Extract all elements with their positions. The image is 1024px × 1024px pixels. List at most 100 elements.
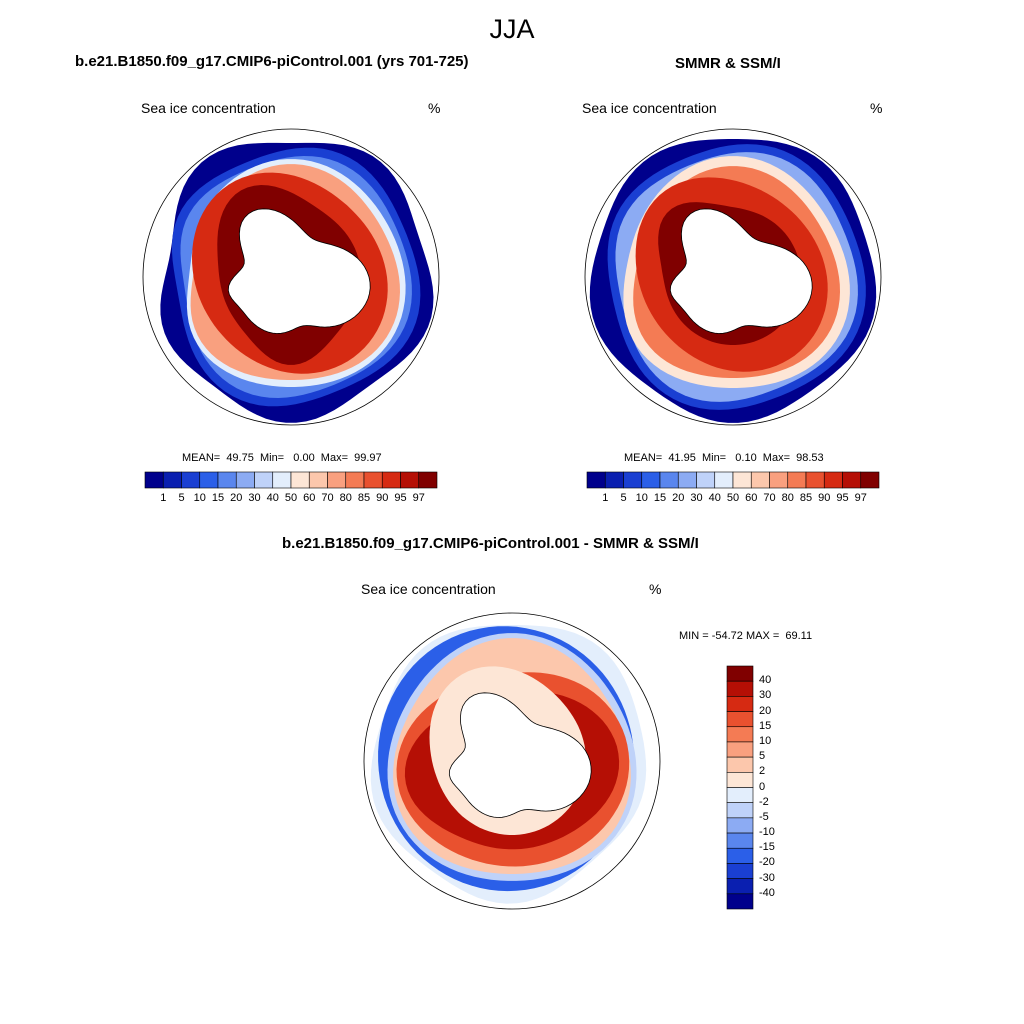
panel2-colorbar-box-1 (604, 471, 624, 489)
panel1-colorbar-tick-label: 40 (266, 492, 279, 504)
panel2-colorbar-box-3 (641, 471, 661, 489)
panel1-colorbar-box-12 (363, 471, 383, 489)
panel2-colorbar-tick-label: 70 (763, 492, 776, 504)
panel2-antarctica-coastline (669, 208, 813, 334)
panel1-field (160, 142, 434, 423)
panel3-colorbar-box-10 (726, 817, 754, 834)
panel3-field (370, 625, 647, 904)
panel2-variable-label: Sea ice concentration (582, 100, 717, 116)
panel1-colorbar-tick-label: 30 (248, 492, 261, 504)
panel2-colorbar-box-5 (677, 471, 697, 489)
panel3-colorbar-box-1 (726, 680, 754, 697)
panel3-colorbar-tick-label: 0 (759, 780, 766, 793)
panel3-colorbar-tick-label: 15 (759, 719, 772, 732)
panel3-colorbar-tick-label: -10 (759, 826, 775, 839)
panel2-colorbar-box-15 (860, 471, 880, 489)
panel2-colorbar-tick-label: 40 (708, 492, 721, 504)
panel2-field (589, 139, 877, 423)
panel3-colorbar-box-8 (726, 787, 754, 803)
panel3-colorbar-tick-label: 10 (759, 734, 772, 747)
panel1-colorbar-box-14 (400, 471, 420, 489)
panel3-variable-label: Sea ice concentration (361, 581, 496, 597)
panel1-colorbar-tick-label: 5 (178, 492, 185, 504)
panel3-colorbar-box-3 (726, 711, 754, 728)
panel1-units-label: % (428, 100, 441, 116)
panel1-colorbar-box-6 (254, 471, 274, 489)
panel2-colorbar-box-4 (659, 471, 679, 489)
season-title: JJA (489, 14, 535, 44)
panel3-colorbar-tick-label: -5 (759, 810, 769, 823)
panel3-colorbar-box-0 (726, 665, 754, 682)
panel2-colorbar-tick-label: 97 (854, 492, 867, 504)
panel3-colorbar-tick-label: 20 (759, 704, 772, 717)
panel3-colorbar-tick-label: 30 (759, 689, 772, 702)
panel3-colorbar-box-12 (726, 847, 754, 864)
panel1-colorbar-box-15 (418, 471, 438, 489)
panel1-colorbar-tick-label: 15 (211, 492, 225, 504)
panel3-units-label: % (649, 581, 662, 597)
panel2-colorbar-box-2 (623, 471, 643, 489)
panel3-colorbar-box-5 (726, 741, 754, 758)
panel1-colorbar-tick-label: 97 (412, 492, 425, 504)
panel2-colorbar-box-8 (732, 471, 752, 489)
panel1-variable-label: Sea ice concentration (141, 100, 276, 116)
panel2-colorbar-tick-label: 95 (836, 492, 849, 504)
panel2-colorbar-tick-label: 15 (653, 492, 667, 504)
panel3-colorbar-tick-label: 5 (759, 750, 766, 763)
panel1-colorbar-tick-label: 1 (160, 492, 167, 504)
panel3-colorbar-box-15 (726, 893, 754, 910)
panel1-title: b.e21.B1850.f09_g17.CMIP6-piControl.001 … (75, 53, 469, 70)
panel1-polar-map (142, 128, 440, 426)
panel2-colorbar-tick-label: 5 (620, 492, 627, 504)
panel2-colorbar-box-11 (787, 471, 807, 489)
panel2-colorbar-box-7 (714, 471, 734, 489)
panel1-colorbar-box-3 (199, 471, 219, 489)
panel1-colorbar-box-13 (381, 471, 401, 489)
panel1-colorbar-box-10 (327, 471, 347, 489)
panel1-colorbar-box-0 (144, 471, 164, 489)
panel1-colorbar-tick-label: 10 (193, 492, 206, 504)
panel1-colorbar-box-2 (181, 471, 201, 489)
panel2-colorbar-tick-label: 10 (635, 492, 648, 504)
panel3-colorbar-box-9 (726, 802, 754, 819)
panel3-colorbar-box-6 (726, 756, 754, 773)
panel3-colorbar-tick-label: 2 (759, 765, 766, 778)
panel1-colorbar-tick-label: 20 (230, 492, 243, 504)
panel3-stats: MIN = -54.72 MAX = 69.11 (679, 630, 813, 642)
panel1-colorbar-box-8 (290, 471, 310, 489)
panel2-colorbar-box-9 (750, 471, 770, 489)
panel1-colorbar (144, 471, 438, 489)
panel3-colorbar-tick-label: -20 (759, 856, 775, 869)
panel2-colorbar-box-12 (805, 471, 825, 489)
panel2-colorbar-box-10 (769, 471, 789, 489)
panel1-colorbar-tick-label: 85 (357, 492, 371, 504)
panel3-colorbar-tick-label: -30 (759, 871, 775, 884)
panel3-colorbar-box-7 (726, 772, 754, 788)
panel2-map-boundary (584, 128, 882, 426)
panel3-colorbar-tick-label: -2 (759, 795, 769, 808)
panel3-colorbar-box-11 (726, 832, 754, 849)
panel1-antarctica-coastline (227, 208, 371, 334)
panel3-antarctica-coastline (448, 692, 592, 818)
panel2-colorbar-tick-label: 90 (818, 492, 831, 504)
panel1-colorbar-tick-label: 60 (303, 492, 316, 504)
panel3-colorbar-tick-label: 40 (759, 674, 772, 687)
panel1-colorbar-tick-label: 50 (284, 492, 298, 504)
panel2-colorbar-tick-label: 80 (781, 492, 794, 504)
panel3-colorbar-box-4 (726, 726, 754, 743)
panel2-colorbar-tick-label: 60 (745, 492, 758, 504)
panel3-difference-map (363, 612, 661, 910)
panel2-colorbar (586, 471, 880, 489)
panel1-stats: MEAN= 49.75 Min= 0.00 Max= 99.97 (182, 452, 382, 464)
panel3-colorbar-tick-label: -40 (759, 886, 775, 899)
panel1-colorbar-box-9 (308, 471, 328, 489)
panel1-colorbar-tick-label: 95 (394, 492, 407, 504)
panel1-colorbar-box-1 (162, 471, 182, 489)
panel2-colorbar-tick-label: 85 (799, 492, 813, 504)
panel1-colorbar-box-4 (217, 471, 237, 489)
panel2-colorbar-box-14 (842, 471, 862, 489)
panel3-colorbar-tick-label: -15 (759, 841, 775, 854)
panel3-title: b.e21.B1850.f09_g17.CMIP6-piControl.001 … (282, 535, 699, 552)
panel3-colorbar (726, 665, 754, 910)
panel2-units-label: % (870, 100, 883, 116)
